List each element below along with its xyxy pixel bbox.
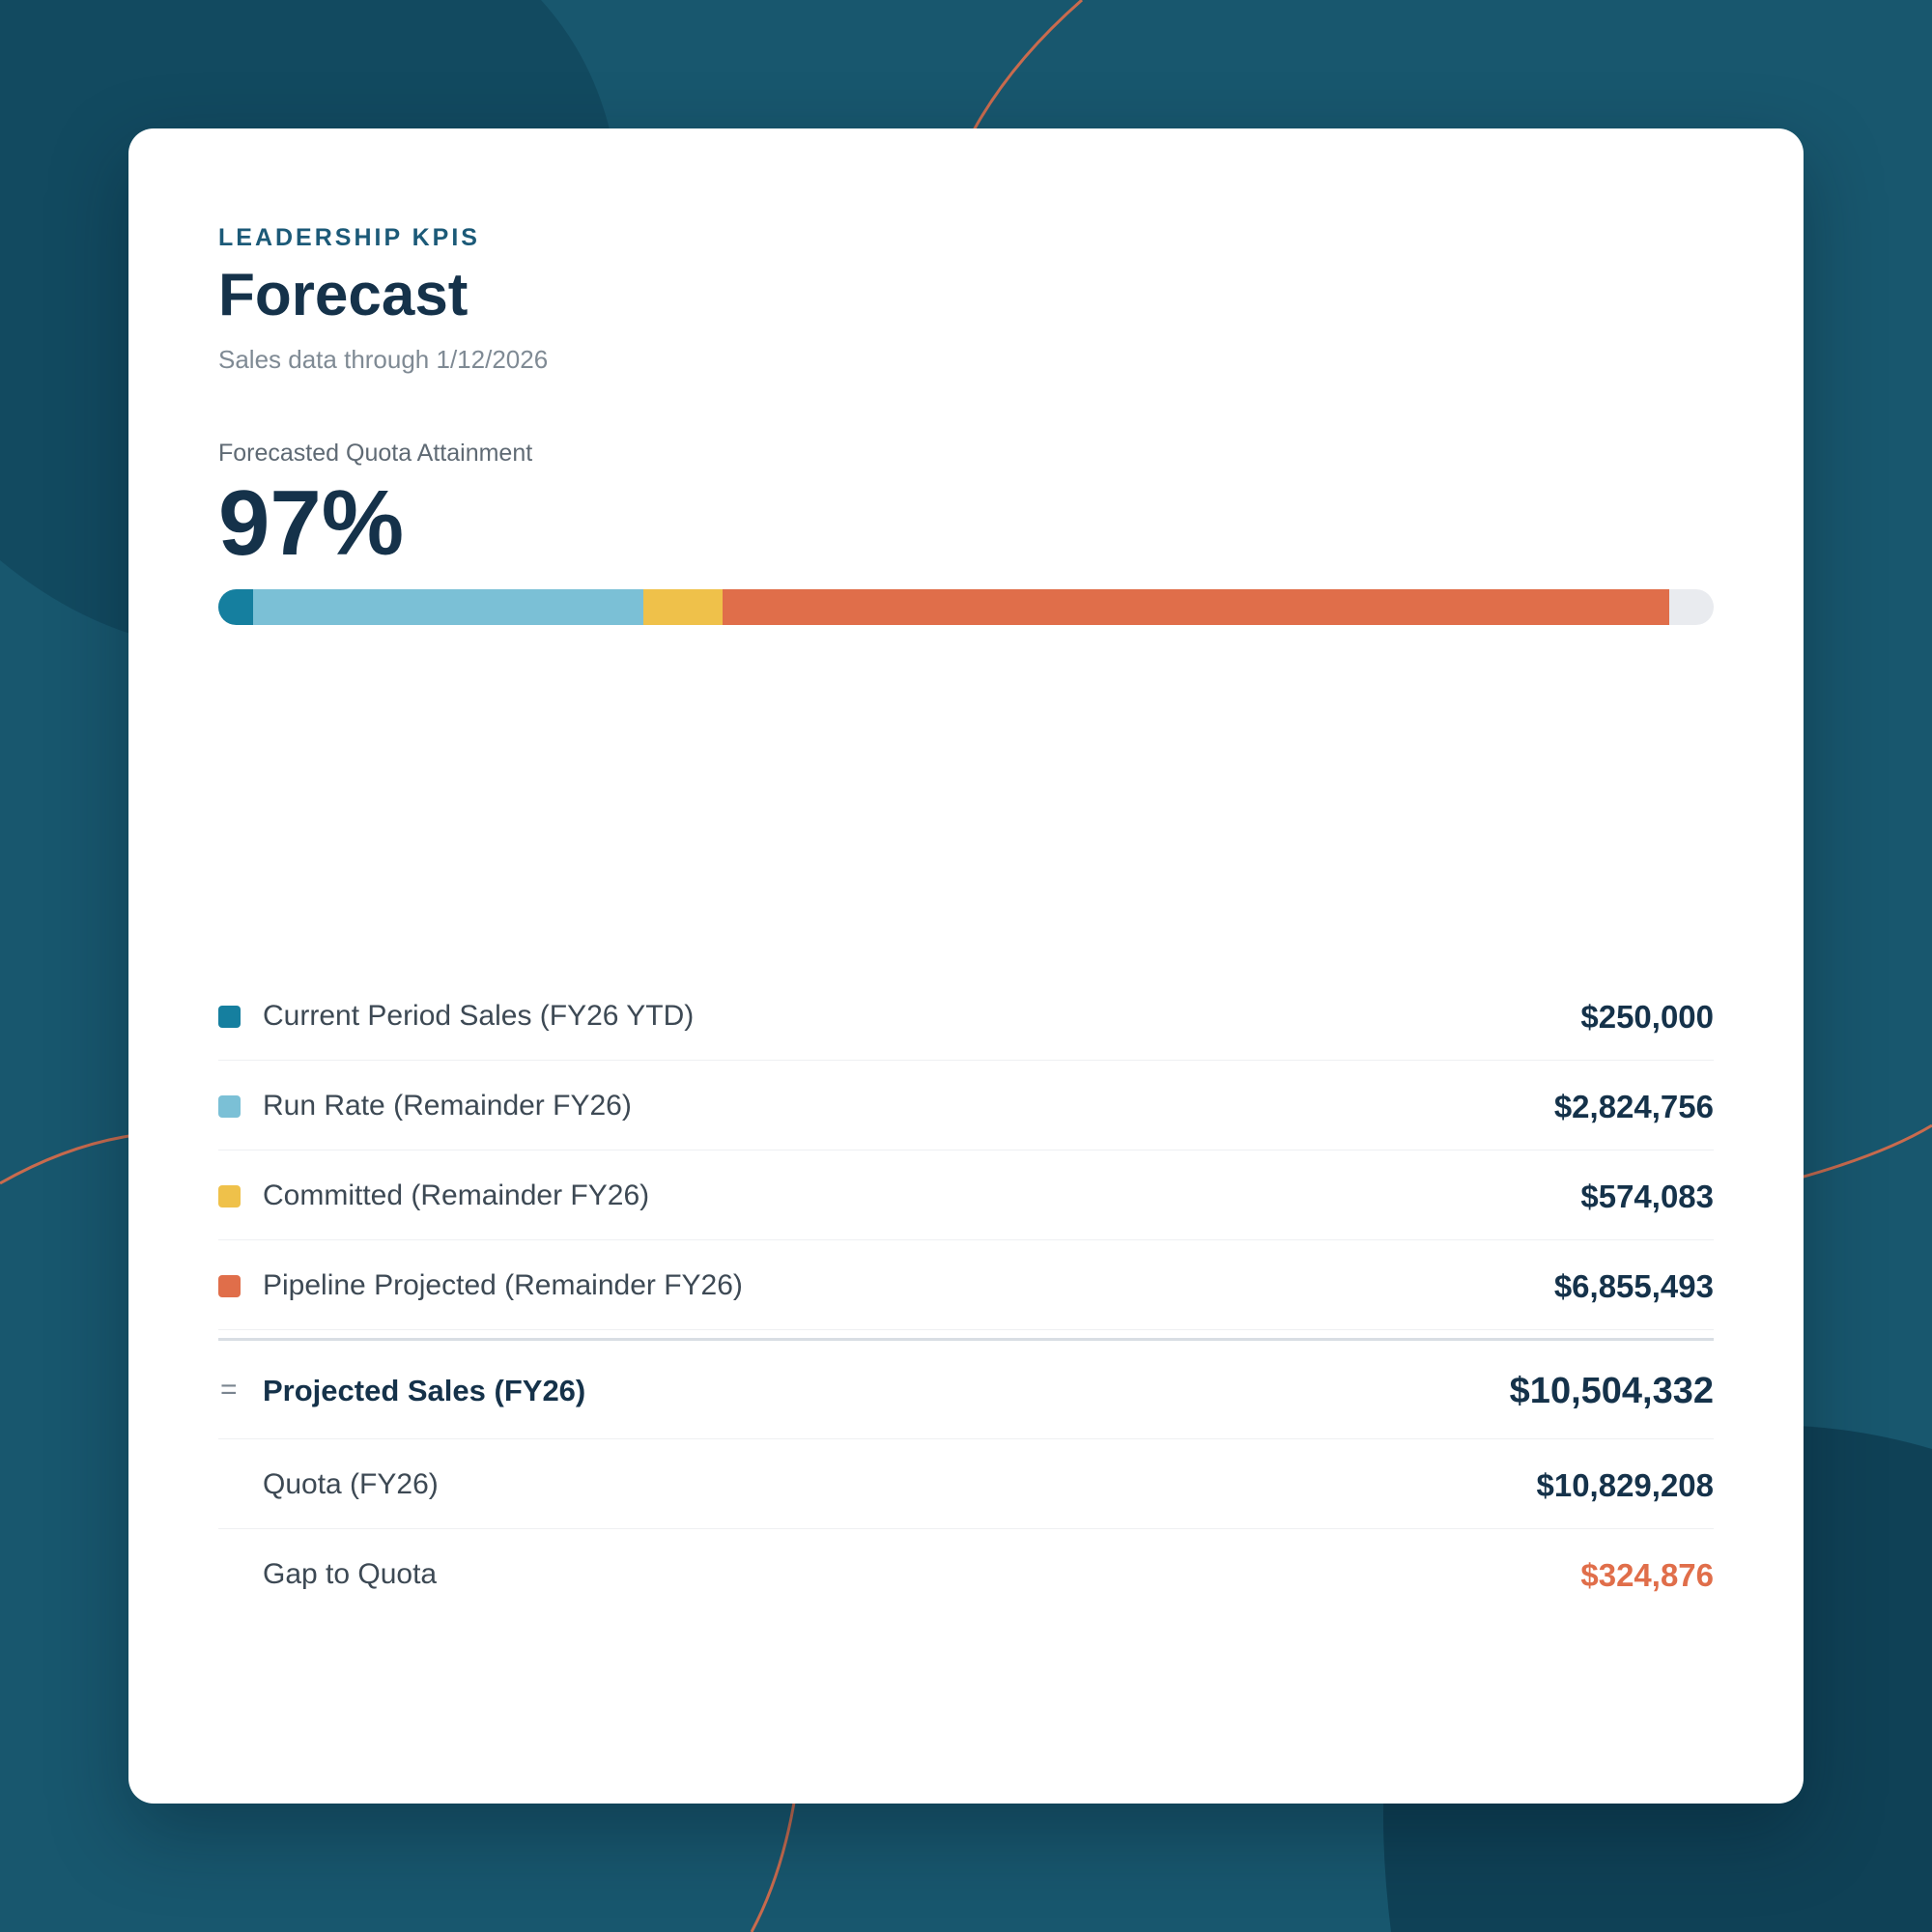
projected-sales-row: = Projected Sales (FY26) $10,504,332: [218, 1341, 1714, 1439]
page-title: Forecast: [218, 262, 469, 328]
progress-segment-current: [218, 589, 253, 625]
page-subtitle: Sales data through 1/12/2026: [218, 345, 549, 374]
quota-value: $10,829,208: [1536, 1467, 1714, 1503]
breakdown-row-committed: Committed (Remainder FY26) $574,083: [218, 1151, 1714, 1240]
total-divider: [218, 1338, 1714, 1341]
equals-icon: =: [220, 1374, 238, 1406]
forecast-card: LEADERSHIP KPIS Forecast Sales data thro…: [128, 128, 1804, 1804]
gap-value: $324,876: [1580, 1557, 1714, 1593]
metric-value: 97%: [218, 471, 405, 575]
breakdown-label: Run Rate (Remainder FY26): [263, 1090, 632, 1122]
breakdown-label: Committed (Remainder FY26): [263, 1179, 650, 1211]
forecast-breakdown: Current Period Sales (FY26 YTD) $250,000…: [218, 971, 1714, 1619]
breakdown-value: $574,083: [1580, 1179, 1714, 1214]
progress-segment-committed: [642, 589, 723, 625]
projected-sales-label: Projected Sales (FY26): [263, 1374, 586, 1407]
breakdown-value: $250,000: [1580, 999, 1714, 1035]
breakdown-row-pipeline: Pipeline Projected (Remainder FY26) $6,8…: [218, 1240, 1714, 1330]
current-sales-swatch: [218, 1006, 241, 1028]
gap-label: Gap to Quota: [263, 1558, 438, 1590]
committed-swatch: [218, 1185, 241, 1208]
breakdown-row-current-sales: Current Period Sales (FY26 YTD) $250,000: [218, 971, 1714, 1061]
breakdown-value: $2,824,756: [1553, 1089, 1714, 1124]
breakdown-label: Current Period Sales (FY26 YTD): [263, 1000, 695, 1032]
quota-row: Quota (FY26) $10,829,208: [218, 1439, 1714, 1529]
section-eyebrow: LEADERSHIP KPIS: [218, 224, 480, 251]
progress-segment-pipeline: [722, 589, 1669, 625]
breakdown-label: Pipeline Projected (Remainder FY26): [263, 1269, 743, 1301]
breakdown-value: $6,855,493: [1553, 1268, 1714, 1304]
metric-label: Forecasted Quota Attainment: [218, 440, 533, 467]
breakdown-row-run-rate: Run Rate (Remainder FY26) $2,824,756: [218, 1061, 1714, 1151]
gap-row: Gap to Quota $324,876: [218, 1529, 1714, 1619]
progress-segment-run-rate: [252, 589, 643, 625]
pipeline-swatch: [218, 1275, 241, 1297]
projected-sales-value: $10,504,332: [1509, 1371, 1714, 1411]
run-rate-swatch: [218, 1095, 241, 1118]
quota-label: Quota (FY26): [263, 1468, 439, 1500]
attainment-progress-bar: [218, 589, 1714, 625]
